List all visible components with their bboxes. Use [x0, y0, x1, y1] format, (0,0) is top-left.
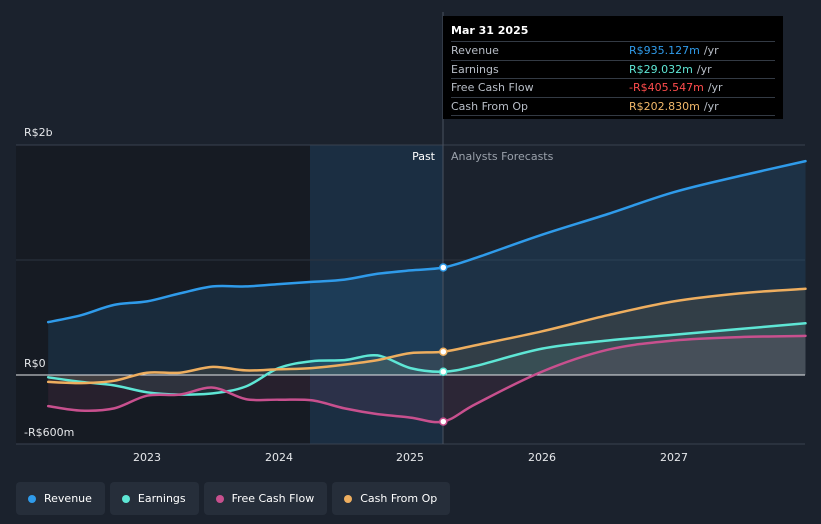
legend-dot-icon	[215, 494, 224, 503]
legend-dot-icon	[344, 494, 353, 503]
area-cash-from-op	[48, 288, 806, 384]
legend-dot-icon	[28, 494, 36, 503]
series-lines	[46, 159, 807, 424]
area-free-cash-flow	[48, 335, 806, 423]
tooltip-label: Free Cash Flow	[451, 81, 534, 94]
tooltip-row-earnings: Earnings R$29.032m /yr	[451, 59, 775, 79]
tooltip-label: Cash From Op	[451, 99, 529, 113]
tooltip-unit: /yr	[703, 99, 719, 113]
legend-label: Revenue	[44, 492, 92, 505]
tooltip-date: Mar 31 2025	[451, 24, 529, 37]
series-areas	[48, 161, 806, 423]
tooltip-unit: /yr	[696, 62, 712, 76]
line-earnings	[46, 322, 807, 396]
legend-item-revenue[interactable]: Revenue	[16, 482, 105, 515]
x-tick-2024: 2024	[265, 451, 293, 464]
line-free-cash-flow	[46, 334, 807, 424]
x-tick-2023: 2023	[133, 451, 161, 464]
tooltip-unit: /yr	[707, 81, 723, 94]
area-revenue	[48, 161, 806, 375]
legend: Revenue Earnings Free Cash Flow Cash Fro…	[16, 482, 451, 515]
line-revenue	[46, 159, 807, 324]
series-markers	[439, 263, 448, 426]
x-tick-2027: 2027	[660, 451, 688, 464]
marker-revenue	[439, 263, 448, 272]
y-label-zero: R$0	[24, 357, 46, 370]
legend-label: Earnings	[137, 492, 186, 505]
x-tick-2025: 2025	[396, 451, 424, 464]
y-label-bottom: -R$600m	[24, 426, 74, 439]
forecast-label: Analysts Forecasts	[451, 150, 554, 163]
tooltip-row-revenue: Revenue R$935.127m /yr	[451, 41, 775, 60]
tooltip-value: R$29.032m	[629, 62, 693, 76]
marker-cash-from-op	[439, 347, 448, 356]
legend-dot-icon	[121, 494, 130, 503]
tooltip-label: Revenue	[451, 44, 499, 57]
tooltip-row-free-cash-flow: Free Cash Flow -R$405.547m /yr	[451, 78, 775, 97]
tooltip-value: -R$405.547m	[629, 81, 704, 94]
marker-earnings	[439, 367, 448, 376]
area-earnings	[48, 323, 806, 395]
tooltip: Mar 31 2025 Revenue R$935.127m /yr Earni…	[443, 16, 783, 119]
marker-free-cash-flow	[439, 417, 448, 426]
x-tick-2026: 2026	[528, 451, 556, 464]
legend-label: Free Cash Flow	[231, 492, 315, 505]
past-label: Past	[412, 150, 436, 163]
past-shade-highlight	[310, 145, 443, 444]
legend-item-earnings[interactable]: Earnings	[109, 482, 199, 515]
legend-item-cash-from-op[interactable]: Cash From Op	[332, 482, 451, 515]
tooltip-unit: /yr	[703, 44, 719, 57]
tooltip-value: R$935.127m	[629, 44, 700, 57]
legend-item-free-cash-flow[interactable]: Free Cash Flow	[203, 482, 328, 515]
legend-label: Cash From Op	[360, 492, 438, 505]
x-axis: 2023 2024 2025 2026 2027	[133, 451, 688, 464]
y-label-top: R$2b	[24, 126, 53, 139]
tooltip-label: Earnings	[451, 62, 499, 76]
tooltip-value: R$202.830m	[629, 99, 700, 113]
tooltip-row-cash-from-op: Cash From Op R$202.830m /yr	[451, 96, 775, 116]
line-cash-from-op	[46, 287, 807, 385]
